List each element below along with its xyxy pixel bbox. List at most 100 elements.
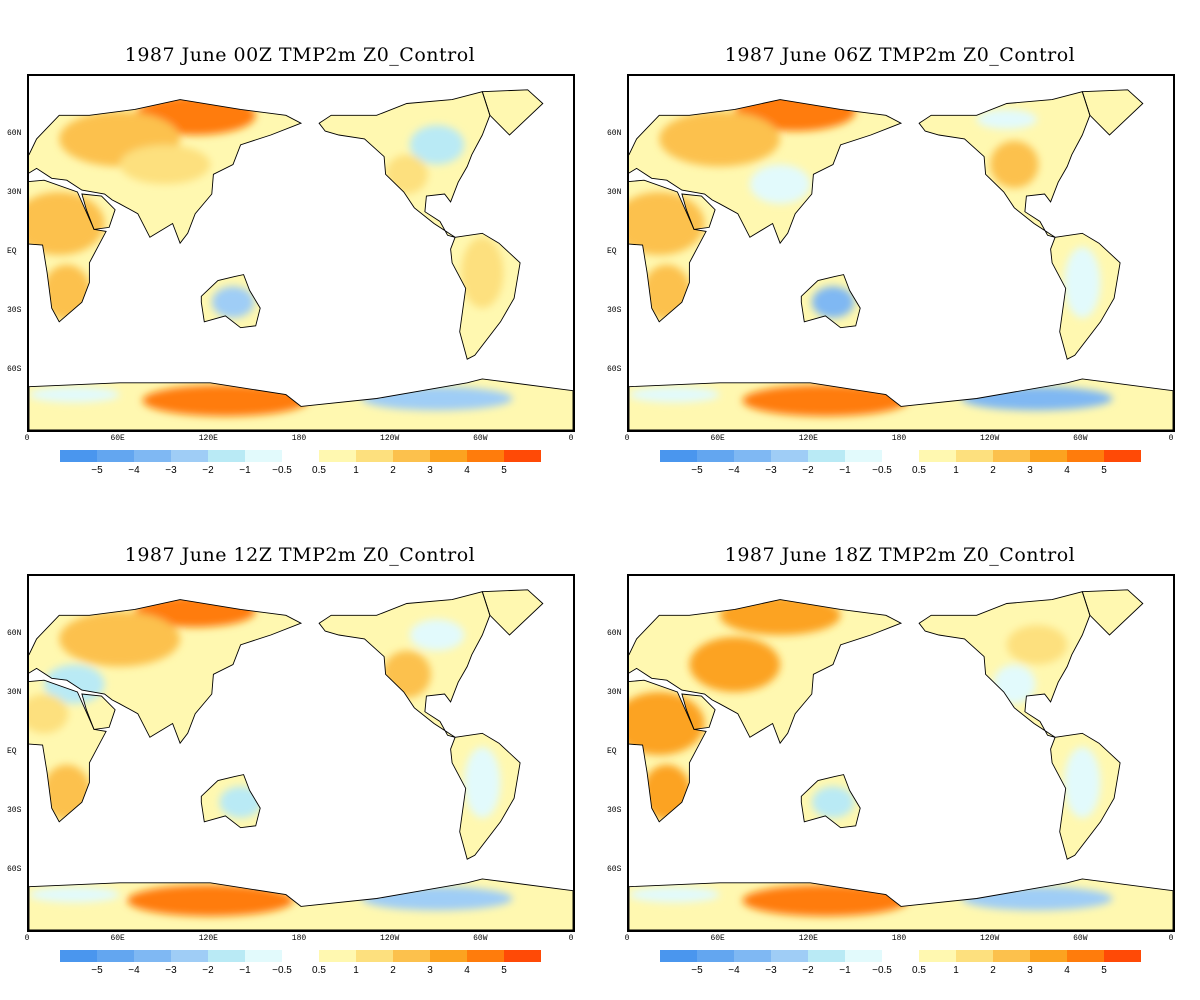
colorbar-swatch: [1067, 950, 1104, 962]
anomaly-region: [990, 140, 1039, 189]
map-frame: [27, 74, 575, 432]
colorbar-tick: 3: [427, 965, 433, 976]
colorbar-swatch: [734, 450, 771, 462]
colorbar-swatch: [1104, 450, 1141, 462]
colorbar-tick: 1: [353, 465, 359, 476]
colorbar-swatch: [356, 950, 393, 962]
coastline: [629, 878, 1173, 930]
anomaly-region: [961, 386, 1113, 411]
coastline: [629, 99, 903, 245]
colorbar-tick: −4: [728, 465, 740, 476]
anomaly-region: [29, 386, 120, 403]
temperature-anomaly-map: [629, 89, 1173, 430]
coastline: [800, 774, 861, 829]
lat-label: 60N: [7, 629, 22, 638]
colorbar-swatch: [660, 950, 697, 962]
colorbar-swatch: [97, 450, 134, 462]
map-frame: [627, 574, 1175, 932]
land-fill: [29, 589, 573, 930]
colorbar-swatch: [993, 450, 1030, 462]
colorbar-tick: −4: [128, 965, 140, 976]
anomaly-region: [361, 886, 513, 911]
lat-label: 30N: [607, 688, 622, 697]
colorbar-swatch: [697, 450, 734, 462]
lat-label: 60S: [607, 865, 622, 874]
lon-label: 60E: [110, 934, 125, 943]
anomaly-region: [742, 884, 909, 917]
colorbar-swatch: [1030, 450, 1067, 462]
lon-label: 180: [291, 434, 307, 443]
colorbar-tick: 4: [464, 965, 470, 976]
lon-label: 180: [891, 434, 907, 443]
lon-label: 120E: [798, 934, 818, 943]
panel-title: 1987 June 12Z TMP2m Z0_Control: [124, 544, 476, 566]
lon-label: 120E: [798, 434, 818, 443]
coastline: [29, 599, 303, 745]
anomaly-region: [211, 286, 255, 318]
land-fill: [29, 89, 573, 430]
coastline: [629, 179, 707, 323]
colorbar-tick: −0.5: [272, 965, 292, 976]
colorbar-tick: −1: [839, 465, 851, 476]
anomaly-region: [461, 237, 504, 309]
colorbar-swatch: [60, 950, 97, 962]
colorbar-swatch: [1104, 950, 1141, 962]
colorbar-tick: 5: [1101, 965, 1107, 976]
colorbar-tick: 3: [427, 465, 433, 476]
lat-label: EQ: [607, 247, 617, 256]
coastline: [29, 378, 573, 430]
anomaly-region: [659, 111, 781, 167]
anomaly-region: [119, 144, 211, 185]
colorbar-negative: [660, 950, 882, 962]
lon-label: 180: [891, 934, 907, 943]
colorbar-negative: [60, 950, 282, 962]
colorbar-tick: −0.5: [872, 965, 892, 976]
lat-label: 30N: [607, 188, 622, 197]
lon-label: 120E: [198, 434, 218, 443]
temperature-anomaly-map: [29, 589, 573, 930]
colorbar-swatch: [134, 950, 171, 962]
colorbar-tick: −5: [691, 965, 703, 976]
colorbar-swatch: [1030, 950, 1067, 962]
colorbar-tick: −1: [239, 965, 251, 976]
colorbar-swatch: [504, 450, 541, 462]
lon-label: 60E: [710, 434, 725, 443]
anomaly-region: [142, 384, 309, 417]
anomaly-region: [742, 384, 909, 417]
colorbar-swatch: [919, 450, 956, 462]
anomaly-region: [361, 386, 513, 411]
panel-title: 1987 June 06Z TMP2m Z0_Control: [724, 44, 1076, 66]
colorbar-swatch: [919, 950, 956, 962]
colorbar-swatch: [208, 450, 245, 462]
colorbar-tick: −5: [91, 965, 103, 976]
colorbar-swatch: [697, 950, 734, 962]
lon-label: 180: [291, 934, 307, 943]
lon-label: 60E: [110, 434, 125, 443]
anomaly-region: [961, 886, 1113, 911]
map-frame: [27, 574, 575, 932]
colorbar-tick: 2: [990, 465, 996, 476]
anomaly-region: [719, 595, 841, 635]
colorbar-swatch: [1067, 450, 1104, 462]
colorbar-negative: [60, 450, 282, 462]
coastline: [918, 91, 1091, 238]
colorbar-swatch: [208, 950, 245, 962]
colorbar-tick: −2: [802, 965, 814, 976]
land-fill: [629, 589, 1173, 930]
colorbar-tick: −4: [728, 965, 740, 976]
coastline: [918, 591, 1091, 738]
anomaly-region: [993, 664, 1036, 704]
colorbar-swatch: [134, 450, 171, 462]
colorbar-swatch: [467, 950, 504, 962]
anomaly-region: [409, 125, 465, 165]
lon-label: 120W: [980, 934, 1000, 943]
lon-label: 0: [568, 434, 574, 443]
coastline: [450, 732, 521, 860]
colorbar-swatch: [171, 450, 208, 462]
lat-label: 30S: [7, 806, 22, 815]
colorbar-swatch: [393, 450, 430, 462]
colorbar-swatch: [808, 450, 845, 462]
lat-label: 60S: [7, 365, 22, 374]
lat-label: 60S: [607, 365, 622, 374]
lat-label: EQ: [7, 747, 17, 756]
